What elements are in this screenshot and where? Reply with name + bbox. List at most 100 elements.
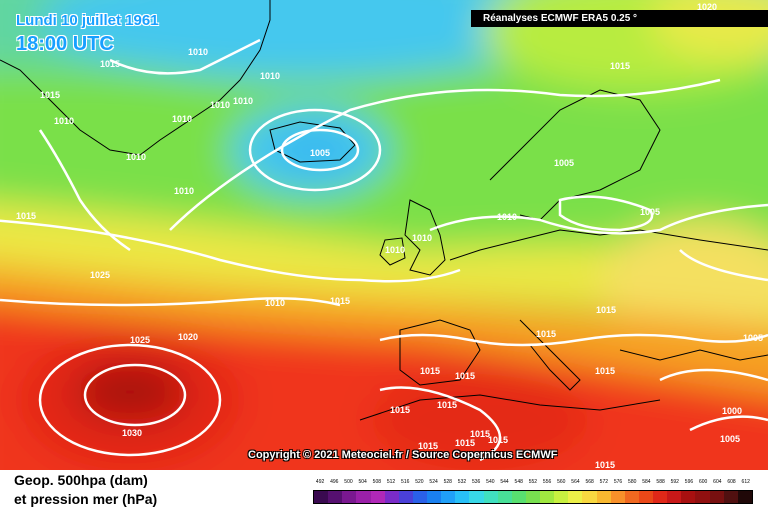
scale-tick-label: 552 [528,479,538,485]
scale-swatch [511,491,526,503]
british-isles-coast [404,199,446,276]
scale-tick-label: 596 [684,479,694,485]
pressure-label: 1005 [310,148,330,158]
pressure-label: 1010 [412,233,432,243]
pressure-label: 1010 [497,212,517,222]
scale-tick-label: 492 [315,479,325,485]
pressure-label: 1010 [126,152,146,162]
scale-swatch [469,491,484,503]
scale-tick-label: 524 [429,479,438,485]
pressure-label: 1015 [595,460,615,470]
scale-tick-label: 612 [741,479,750,485]
map-date: Lundi 10 juillet 1961 [16,12,159,29]
scale-tick-label: 528 [443,479,452,485]
pressure-label: 1015 [455,438,475,448]
scale-tick-label: 604 [713,479,722,485]
scale-swatch [596,491,611,503]
italy-coast [519,319,581,391]
scale-swatch [723,491,738,503]
scale-tick-label: 556 [542,479,552,485]
scale-swatch [412,491,427,503]
pressure-label: 1015 [455,371,475,381]
pressure-label: 1015 [488,435,508,445]
pressure-label: 1010 [54,116,74,126]
scale-tick-label: 512 [386,479,396,485]
scale-tick-label: 564 [571,479,580,485]
pressure-label: 1010 [188,47,208,57]
scale-tick-label: 500 [344,479,353,485]
pressure-label: 1005 [640,207,660,217]
pressure-label: 1005 [743,333,763,343]
scale-swatch [709,491,724,503]
pressure-label: 1015 [610,61,630,71]
pressure-label: 1015 [40,90,60,100]
scale-tick-label: 584 [642,479,651,485]
pressure-label: 1005 [554,158,574,168]
scale-tick-label: 508 [372,479,382,485]
scale-swatch [384,491,399,503]
scale-swatch [653,491,668,503]
scale-tick-label: 496 [330,479,339,485]
pressure-label: 1025 [130,335,150,345]
map-time: 18:00 UTC [16,33,114,55]
pressure-label: 1015 [390,405,410,415]
pressure-label: 1020 [697,2,717,12]
pressure-label: 1015 [330,296,350,306]
scale-swatch [681,491,696,503]
color-scale-labels: 492 496 500 504 508 512 516 520 524 528 532 536 540 5… [313,479,753,489]
scale-tick-label: 532 [457,479,467,485]
pressure-label: 1010 [265,298,285,308]
scale-swatch [314,491,329,503]
pressure-label: 1015 [418,441,438,451]
scale-tick-label: 608 [727,479,736,485]
color-scale-bar [313,490,753,504]
scale-swatch [441,491,456,503]
isobars [0,38,768,462]
scale-tick-label: 572 [599,479,609,485]
scale-swatch [610,491,625,503]
pressure-label: 1010 [210,100,230,110]
scale-tick-label: 548 [514,479,523,485]
pressure-label: 1015 [437,400,457,410]
scale-swatch [540,491,555,503]
coastlines [0,0,768,421]
scandinavia-coast [489,89,661,221]
scale-swatch [582,491,597,503]
pressure-label: 1025 [90,270,110,280]
scale-swatch [695,491,710,503]
scale-swatch [667,491,682,503]
pressure-label: 1010 [233,96,253,106]
pressure-label: 1015 [420,366,440,376]
scale-swatch [427,491,442,503]
scale-swatch [638,491,653,503]
iceland-coast [269,121,356,163]
copyright-notice: Copyright © 2021 Meteociel.fr / Source C… [248,449,558,461]
pressure-label: 1010 [172,114,192,124]
legend-title-line1: Geop. 500hpa (dam) [14,472,148,488]
north-africa-coast [359,394,661,421]
scale-swatch [737,491,752,503]
scale-tick-label: 504 [358,479,367,485]
scale-swatch [483,491,498,503]
pressure-label: 1010 [385,245,405,255]
pressure-label: 1015 [596,305,616,315]
scale-swatch [525,491,540,503]
pressure-label: 1015 [16,211,36,221]
scale-swatch [554,491,569,503]
scale-tick-label: 568 [585,479,594,485]
scale-swatch [497,491,512,503]
scale-swatch [568,491,583,503]
pressure-label: 1010 [260,71,280,81]
greece-turkey-coast [619,349,768,361]
pressure-labels: 1020 1015 1010 1010 1015 1015 1010 1010 … [16,2,763,470]
pressure-label: 1015 [100,59,120,69]
scale-swatch [342,491,357,503]
scale-tick-label: 588 [656,479,665,485]
pressure-label: 1005 [720,434,740,444]
pressure-label: 1015 [536,329,556,339]
scale-tick-label: 576 [613,479,623,485]
scale-tick-label: 536 [471,479,481,485]
pressure-label: 1015 [595,366,615,376]
weather-map: 1020 1015 1010 1010 1015 1015 1010 1010 … [0,0,768,470]
scale-tick-label: 540 [486,479,495,485]
